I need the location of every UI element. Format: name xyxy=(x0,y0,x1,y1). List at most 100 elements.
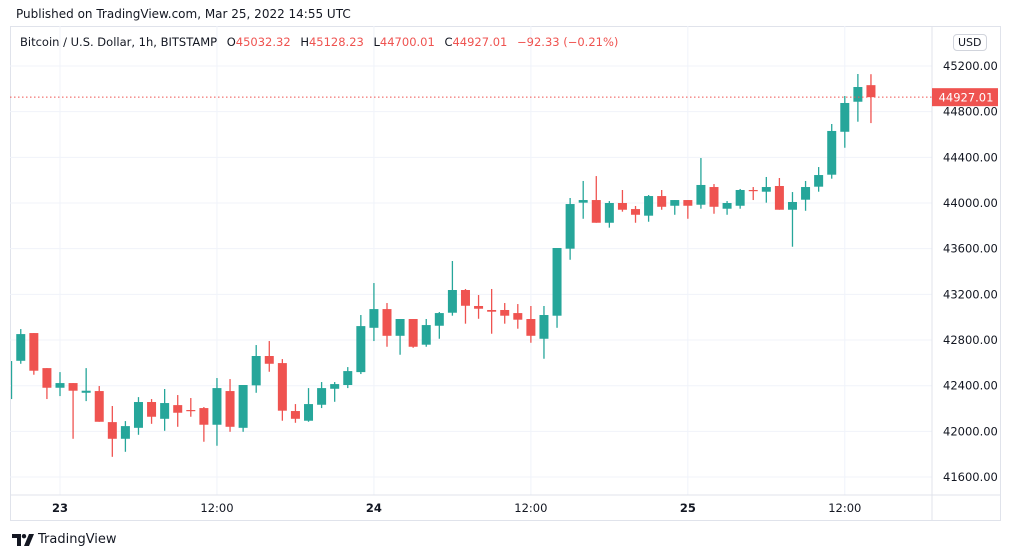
candle xyxy=(722,201,732,215)
x-tick-label: 12:00 xyxy=(200,501,233,515)
candle xyxy=(382,303,392,347)
candle xyxy=(120,421,130,452)
candle xyxy=(133,397,143,435)
open-label: O xyxy=(226,35,236,49)
candle-body xyxy=(565,204,575,249)
candle-body xyxy=(552,247,562,316)
candle xyxy=(107,406,117,457)
x-tick-label: 12:00 xyxy=(828,501,861,515)
candle-body xyxy=(238,385,248,428)
candle-body xyxy=(160,403,170,419)
candle xyxy=(591,176,601,223)
candle-body xyxy=(814,175,824,187)
candle xyxy=(421,319,431,347)
open-value: 45032.32 xyxy=(235,35,291,49)
candle xyxy=(264,341,274,372)
candle xyxy=(761,176,771,203)
candle-body xyxy=(526,319,536,336)
candle-body xyxy=(343,371,353,386)
currency-button[interactable]: USD xyxy=(953,34,987,51)
candle-body xyxy=(304,404,314,421)
candle-body xyxy=(120,426,130,439)
footer-brand: TradingView xyxy=(38,532,117,547)
low-label: L xyxy=(373,35,380,49)
candle xyxy=(827,124,837,179)
candle-body xyxy=(55,383,65,388)
candle xyxy=(447,261,457,316)
candle-body xyxy=(617,203,627,210)
last-price-label: 44927.01 xyxy=(939,91,994,105)
x-tick-label: 24 xyxy=(366,501,382,515)
candle xyxy=(748,187,758,201)
candle-body xyxy=(408,319,418,347)
y-tick-label: 42800.00 xyxy=(943,333,998,347)
candle-body xyxy=(670,200,680,206)
candle xyxy=(526,305,536,343)
candle-body xyxy=(199,408,209,425)
candle-body xyxy=(16,334,26,361)
candle-body xyxy=(94,391,104,422)
candle-body xyxy=(853,87,863,102)
candle-body xyxy=(330,384,340,389)
candle xyxy=(29,333,39,375)
candle-body xyxy=(513,313,523,320)
candle xyxy=(369,283,379,342)
last-price-label-bg xyxy=(932,88,998,107)
candle-body xyxy=(225,391,235,427)
x-tick-label: 25 xyxy=(680,501,696,515)
candle xyxy=(199,407,209,442)
candle-body xyxy=(866,85,876,98)
tradingview-logo-icon xyxy=(12,533,34,546)
candle-body xyxy=(578,200,588,203)
candle xyxy=(304,388,314,422)
candle xyxy=(644,195,654,222)
chart-legend: Bitcoin / U.S. Dollar, 1h, BITSTAMP O450… xyxy=(20,35,618,49)
y-tick-label: 41600.00 xyxy=(943,470,998,484)
candle xyxy=(11,361,13,400)
high-value: 45128.23 xyxy=(308,35,364,49)
candle xyxy=(395,319,405,355)
candle xyxy=(277,359,287,421)
candle-body xyxy=(173,405,183,413)
candle xyxy=(565,197,575,260)
candle-body xyxy=(539,315,549,339)
candle xyxy=(670,200,680,215)
candle-body xyxy=(277,363,287,411)
change-value: −92.33 (−0.21%) xyxy=(517,35,619,49)
candle xyxy=(657,189,667,210)
candle xyxy=(186,398,196,417)
candle-body xyxy=(395,319,405,336)
candle-body xyxy=(604,203,614,223)
y-tick-label: 44000.00 xyxy=(943,196,998,210)
candle-body xyxy=(774,185,784,210)
candle xyxy=(853,73,863,122)
symbol-title: Bitcoin / U.S. Dollar, 1h, BITSTAMP xyxy=(20,35,218,49)
candle-body xyxy=(81,390,91,393)
candle xyxy=(356,315,366,375)
candle-body xyxy=(474,305,484,309)
candle xyxy=(513,304,523,329)
candle-body xyxy=(748,189,758,192)
candle xyxy=(434,312,444,339)
candle-body xyxy=(447,290,457,313)
y-tick-label: 43600.00 xyxy=(943,242,998,256)
candle xyxy=(317,382,327,409)
candles xyxy=(11,73,876,457)
candle-body xyxy=(500,309,510,316)
candle xyxy=(343,367,353,389)
published-caption: Published on TradingView.com, Mar 25, 20… xyxy=(16,7,351,21)
candle xyxy=(814,167,824,192)
candle xyxy=(774,178,784,210)
candle-body xyxy=(827,130,837,175)
high-label: H xyxy=(300,35,309,49)
candle-body xyxy=(460,290,470,306)
candle xyxy=(604,201,614,228)
y-tick-label: 43200.00 xyxy=(943,287,998,301)
candle xyxy=(696,158,706,209)
candle xyxy=(330,382,340,402)
candle-body xyxy=(264,356,274,364)
candle-body xyxy=(147,402,157,417)
candle-body xyxy=(29,333,39,371)
candle-body xyxy=(631,209,641,215)
